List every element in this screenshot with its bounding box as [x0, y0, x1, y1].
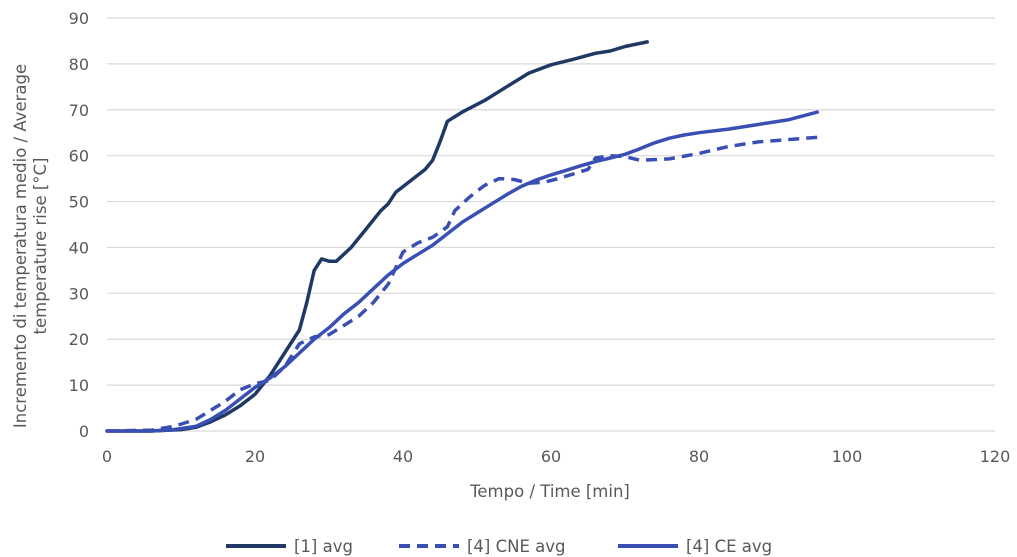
x-axis-ticks: 0 20 40 60 80 100 120 [102, 447, 1010, 466]
y-tick-label: 40 [69, 238, 89, 257]
x-tick-label: 100 [832, 447, 863, 466]
legend-label-1: [4] CNE avg [467, 537, 566, 556]
y-axis-ticks: 0 10 20 30 40 50 60 70 80 90 [69, 9, 89, 441]
y-tick-label: 30 [69, 284, 89, 303]
legend-label-0: [1] avg [294, 537, 353, 556]
y-axis-title-line-1: Incremento di temperatura medio / Averag… [11, 64, 30, 428]
y-axis-title-line-2: temperature rise [°C] [31, 158, 50, 335]
series-line-2 [105, 110, 820, 433]
x-tick-label: 60 [541, 447, 561, 466]
y-axis-title: Incremento di temperatura medio / Averag… [11, 64, 50, 428]
y-tick-label: 70 [69, 101, 89, 120]
series-line-0 [105, 40, 649, 433]
series-lines [105, 40, 820, 433]
y-tick-label: 60 [69, 147, 89, 166]
x-axis-title: Tempo / Time [min] [469, 482, 630, 501]
x-tick-label: 20 [245, 447, 265, 466]
x-tick-label: 0 [102, 447, 112, 466]
series-line-1 [106, 135, 818, 433]
y-tick-label: 0 [79, 422, 89, 441]
y-tick-label: 20 [69, 330, 89, 349]
y-tick-label: 90 [69, 9, 89, 28]
x-tick-label: 80 [689, 447, 709, 466]
y-tick-label: 80 [69, 55, 89, 74]
y-tick-label: 10 [69, 376, 89, 395]
y-tick-label: 50 [69, 193, 89, 212]
gridlines [107, 17, 995, 432]
legend: [1] avg [4] CNE avg [4] CE avg [226, 537, 772, 556]
x-tick-label: 120 [980, 447, 1011, 466]
x-tick-label: 40 [393, 447, 413, 466]
legend-label-2: [4] CE avg [686, 537, 772, 556]
